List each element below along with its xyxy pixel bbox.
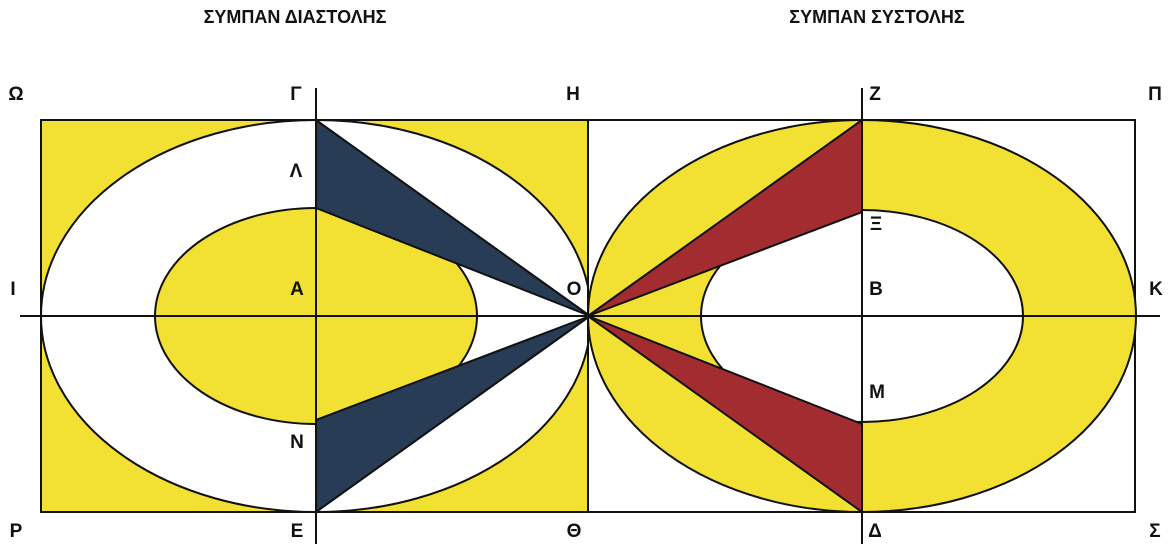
- point-label: Γ: [290, 84, 302, 105]
- point-label: Σ: [1149, 521, 1160, 542]
- point-label: Ι: [10, 279, 15, 300]
- point-label: Κ: [1149, 279, 1163, 300]
- left-title: ΣΥΜΠΑΝ ΔΙΑΣΤΟΛΗΣ: [204, 7, 387, 27]
- point-label: Ξ: [870, 214, 882, 235]
- point-label: Λ: [290, 161, 303, 182]
- point-label: Ν: [290, 432, 304, 453]
- point-label: Β: [869, 279, 883, 300]
- point-label: Θ: [567, 521, 582, 542]
- point-label: Π: [1148, 84, 1162, 105]
- point-label: Μ: [869, 382, 885, 403]
- point-label: Ε: [291, 521, 304, 542]
- point-label: Ο: [567, 279, 582, 300]
- point-label: Δ: [868, 521, 882, 542]
- right-title: ΣΥΜΠΑΝ ΣΥΣΤΟΛΗΣ: [789, 7, 965, 27]
- point-label: Ω: [8, 84, 23, 105]
- point-label: Η: [566, 84, 580, 105]
- point-label: Ζ: [869, 84, 881, 105]
- point-label: Α: [290, 279, 304, 300]
- point-label: Ρ: [10, 521, 23, 542]
